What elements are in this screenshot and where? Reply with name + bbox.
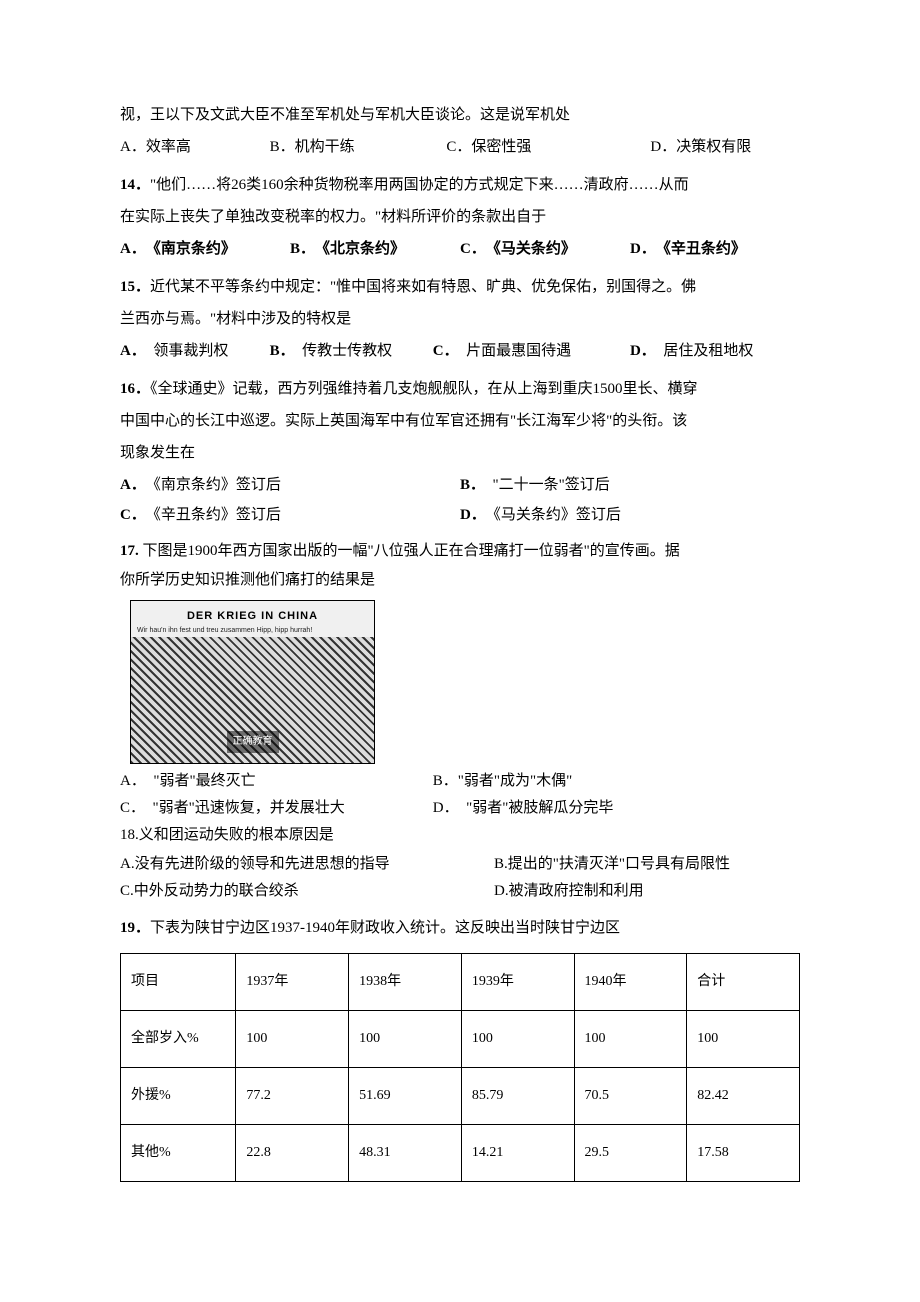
table-row: 全部岁入% 100 100 100 100 100 [121,1011,800,1068]
q18-stem: 义和团运动失败的根本原因是 [139,827,334,843]
q19-stem: 下表为陕甘宁边区1937-1940年财政收入统计。这反映出当时陕甘宁边区 [150,920,620,936]
q19-num: 19． [120,920,150,936]
th-3: 1939年 [461,954,574,1011]
q14-line1: 14．"他们……将26类160余种货物税率用两国协定的方式规定下来……清政府……… [120,170,800,200]
q17-opt-a: A． "弱者"最终灭亡 [120,768,433,795]
td-1-0: 外援% [121,1068,236,1125]
th-5: 合计 [687,954,800,1011]
q15-options: A． 领事裁判权 B． 传教士传教权 C． 片面最惠国待遇 D． 居住及租地权 [120,336,800,366]
q18-options-row2: C.中外反动势力的联合绞杀 D.被清政府控制和利用 [120,878,800,905]
td-2-0: 其他% [121,1125,236,1182]
q15-opt-a: A． 领事裁判权 [120,336,270,366]
td-1-4: 70.5 [574,1068,687,1125]
finance-table: 项目 1937年 1938年 1939年 1940年 合计 全部岁入% 100 … [120,953,800,1182]
q14-stem1: "他们……将26类160余种货物税率用两国协定的方式规定下来……清政府……从而 [150,177,689,193]
td-1-2: 51.69 [349,1068,462,1125]
q18-opt-a: A.没有先进阶级的领导和先进思想的指导 [120,851,494,878]
q18-line: 18.义和团运动失败的根本原因是 [120,822,800,849]
q17-opt-d: D． "弱者"被肢解瓜分完毕 [433,795,800,822]
td-0-3: 100 [461,1011,574,1068]
q14-opt-a: A． 《南京条约》 [120,234,290,264]
q16-options-row2: C． 《辛丑条约》签订后 D． 《马关条约》签订后 [120,500,800,530]
q14-num: 14． [120,177,150,193]
td-0-2: 100 [349,1011,462,1068]
td-0-1: 100 [236,1011,349,1068]
td-0-0: 全部岁入% [121,1011,236,1068]
th-1: 1937年 [236,954,349,1011]
q19-line: 19．下表为陕甘宁边区1937-1940年财政收入统计。这反映出当时陕甘宁边区 [120,913,800,943]
td-1-5: 82.42 [687,1068,800,1125]
q17-image-title: DER KRIEG IN CHINA [187,605,318,627]
q18-opt-c: C.中外反动势力的联合绞杀 [120,878,494,905]
td-2-1: 22.8 [236,1125,349,1182]
td-1-3: 85.79 [461,1068,574,1125]
q14-opt-b: B． 《北京条约》 [290,234,460,264]
q14-opt-c: C． 《马关条约》 [460,234,630,264]
q16-opt-d: D． 《马关条约》签订后 [460,500,800,530]
q17-options-row1: A． "弱者"最终灭亡 B．"弱者"成为"木偶" [120,768,800,795]
q18-options-row1: A.没有先进阶级的领导和先进思想的指导 B.提出的"扶清灭洋"口号具有局限性 [120,851,800,878]
q17-image-fill: 正确教育 [131,637,374,763]
q16-opt-b: B． "二十一条"签订后 [460,470,800,500]
td-2-3: 14.21 [461,1125,574,1182]
q18-num: 18. [120,827,139,843]
q13-opt-d: D．决策权有限 [650,132,800,162]
q16-stem3: 现象发生在 [120,438,800,468]
td-1-1: 77.2 [236,1068,349,1125]
q16-opt-a: A． 《南京条约》签订后 [120,470,460,500]
q17-line1: 17. 下图是1900年西方国家出版的一幅"八位强人正在合理痛打一位弱者"的宣传… [120,538,800,565]
q16-stem1: 《全球通史》记载，西方列强维持着几支炮舰舰队，在从上海到重庆1500里长、横穿 [150,381,698,397]
q16-opt-c: C． 《辛丑条约》签订后 [120,500,460,530]
q16-options-row1: A． 《南京条约》签订后 B． "二十一条"签订后 [120,470,800,500]
th-2: 1938年 [349,954,462,1011]
q17-image-badge: 正确教育 [227,731,279,753]
q17-options-row2: C． "弱者"迅速恢复，并发展壮大 D． "弱者"被肢解瓜分完毕 [120,795,800,822]
q13-options: A．效率高 B．机构干练 C．保密性强 D．决策权有限 [120,132,800,162]
th-0: 项目 [121,954,236,1011]
q15-opt-c: C． 片面最惠国待遇 [433,336,630,366]
q15-line1: 15．近代某不平等条约中规定："惟中国将来如有特恩、旷典、优免保佑，别国得之。佛 [120,272,800,302]
table-row: 其他% 22.8 48.31 14.21 29.5 17.58 [121,1125,800,1182]
q18-opt-d: D.被清政府控制和利用 [494,878,800,905]
table-header-row: 项目 1937年 1938年 1939年 1940年 合计 [121,954,800,1011]
q16-line1: 16．《全球通史》记载，西方列强维持着几支炮舰舰队，在从上海到重庆1500里长、… [120,374,800,404]
q17-opt-b: B．"弱者"成为"木偶" [433,768,800,795]
q17-stem2: 你所学历史知识推测他们痛打的结果是 [120,567,800,594]
th-4: 1940年 [574,954,687,1011]
q17-image: DER KRIEG IN CHINA Wir hau'n ihn fest un… [130,600,375,764]
q17-num: 17. [120,543,139,559]
q14-stem2: 在实际上丧失了单独改变税率的权力。"材料所评价的条款出自于 [120,202,800,232]
q13-opt-b: B．机构干练 [270,132,447,162]
td-0-4: 100 [574,1011,687,1068]
q13-stem-cont: 视，王以下及文武大臣不准至军机处与军机大臣谈论。这是说军机处 [120,100,800,130]
q16-num: 16． [120,381,150,397]
q15-num: 15． [120,279,150,295]
q16-stem2: 中国中心的长江中巡逻。实际上英国海军中有位军官还拥有"长江海军少将"的头衔。该 [120,406,800,436]
q17-image-sub: Wir hau'n ihn fest und treu zusammen Hip… [137,627,312,635]
td-2-2: 48.31 [349,1125,462,1182]
q14-options: A． 《南京条约》 B． 《北京条约》 C． 《马关条约》 D． 《辛丑条约》 [120,234,800,264]
q15-opt-d: D． 居住及租地权 [630,336,800,366]
q13-opt-c: C．保密性强 [446,132,650,162]
q14-opt-d: D． 《辛丑条约》 [630,234,800,264]
q17-opt-c: C． "弱者"迅速恢复，并发展壮大 [120,795,433,822]
table-row: 外援% 77.2 51.69 85.79 70.5 82.42 [121,1068,800,1125]
td-2-5: 17.58 [687,1125,800,1182]
q17-stem1: 下图是1900年西方国家出版的一幅"八位强人正在合理痛打一位弱者"的宣传画。据 [143,543,680,559]
q15-stem2: 兰西亦与焉。"材料中涉及的特权是 [120,304,800,334]
td-2-4: 29.5 [574,1125,687,1182]
q13-opt-a: A．效率高 [120,132,270,162]
q18-opt-b: B.提出的"扶清灭洋"口号具有局限性 [494,851,800,878]
q15-stem1: 近代某不平等条约中规定："惟中国将来如有特恩、旷典、优免保佑，别国得之。佛 [150,279,696,295]
td-0-5: 100 [687,1011,800,1068]
q15-opt-b: B． 传教士传教权 [270,336,433,366]
